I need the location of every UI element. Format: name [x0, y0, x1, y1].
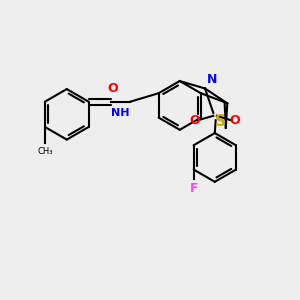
- Text: O: O: [107, 82, 118, 95]
- Text: O: O: [189, 114, 200, 127]
- Text: O: O: [230, 114, 240, 127]
- Text: F: F: [189, 182, 198, 194]
- Text: CH₃: CH₃: [37, 147, 52, 156]
- Text: N: N: [207, 73, 217, 86]
- Text: NH: NH: [111, 108, 130, 118]
- Text: S: S: [215, 114, 226, 129]
